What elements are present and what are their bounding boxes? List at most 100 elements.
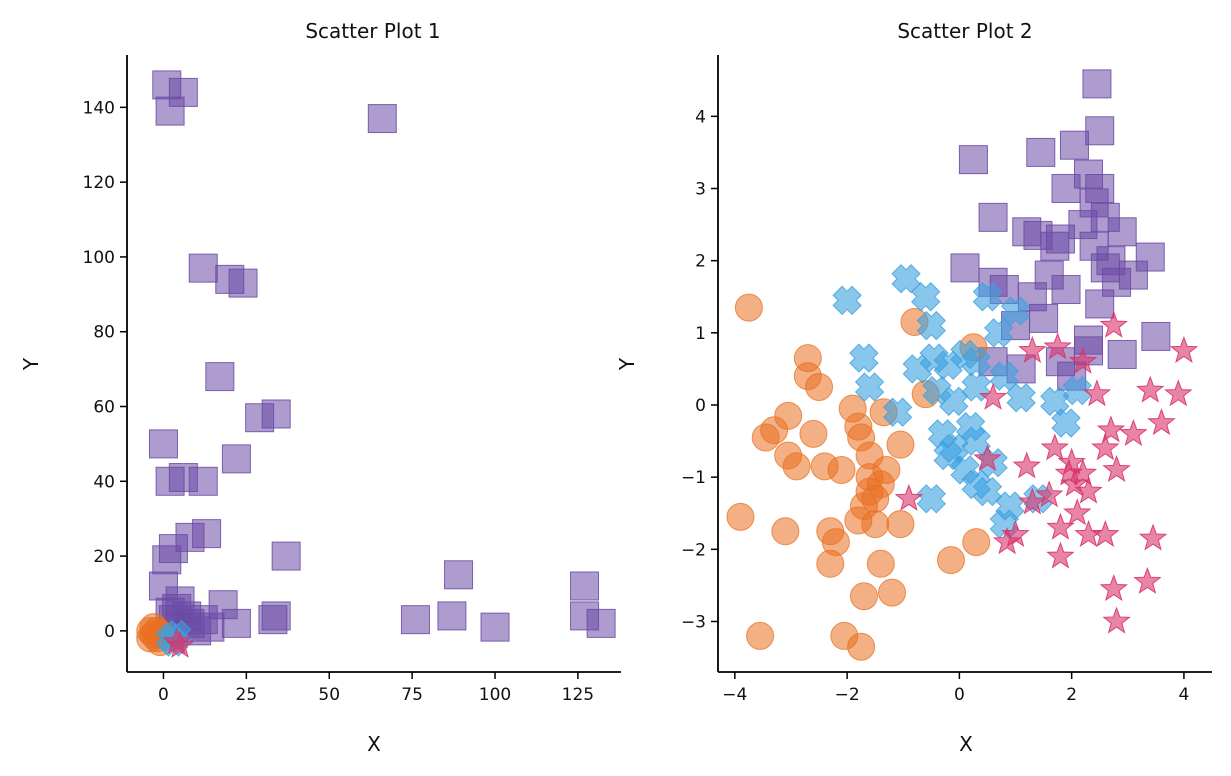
- cross-marker: [955, 411, 986, 442]
- star-marker: [1136, 375, 1165, 403]
- star-marker: [1091, 519, 1120, 547]
- star-marker: [1147, 408, 1176, 436]
- plot-1-y-tick-label: 20: [93, 547, 115, 567]
- cross-marker: [1051, 408, 1081, 438]
- circle-marker: [799, 419, 828, 448]
- plot-1-y-tick-label: 0: [104, 622, 115, 642]
- plot-2-x-tick-label: −4: [722, 685, 747, 705]
- square-marker: [221, 444, 251, 474]
- circle-marker: [936, 546, 965, 575]
- cross-marker: [972, 282, 1003, 312]
- star-marker: [1043, 332, 1072, 360]
- star-marker: [1091, 433, 1120, 461]
- star-marker: [1018, 487, 1047, 515]
- star-marker: [1082, 379, 1112, 407]
- square-marker: [400, 605, 430, 635]
- circle-marker: [805, 372, 834, 401]
- circle-marker: [866, 549, 895, 578]
- cross-marker: [989, 361, 1020, 391]
- cross-marker: [1040, 386, 1070, 417]
- square-marker: [152, 545, 182, 575]
- plot-2-y-tick-label: 1: [695, 324, 706, 344]
- plot-1-y-axis-label: Y: [19, 357, 43, 371]
- star-marker: [894, 483, 924, 511]
- star-marker: [1054, 458, 1084, 486]
- square-marker: [367, 104, 397, 134]
- square-marker: [1029, 303, 1059, 333]
- square-marker: [1040, 231, 1070, 261]
- square-marker: [148, 429, 178, 459]
- plot-1-x-tick-label: 125: [562, 685, 594, 705]
- square-marker: [261, 601, 291, 631]
- plot-2-y-ticks: −3 −2 −1 0 1 2 3 4: [681, 107, 718, 632]
- circle-marker: [726, 502, 755, 531]
- star-marker: [1012, 451, 1041, 479]
- star-marker: [1096, 415, 1126, 443]
- scatter-plot-1: Scatter Plot 1 0 25 50 75 100 125 0 20 40 60 80 10…: [19, 19, 621, 756]
- plot-1-x-ticks: 0 25 50 75 100 125: [158, 672, 594, 705]
- square-marker: [978, 202, 1008, 232]
- plot-2-x-tick-label: 0: [954, 685, 965, 705]
- star-marker: [1102, 606, 1131, 634]
- circle-marker: [886, 510, 915, 539]
- plot-2-y-tick-label: 2: [695, 252, 706, 272]
- square-marker: [188, 253, 218, 283]
- plot-2-x-tick-label: −2: [835, 685, 860, 705]
- circle-marker: [878, 578, 907, 607]
- square-marker: [480, 612, 510, 642]
- cross-marker: [916, 310, 947, 341]
- plot-2-title: Scatter Plot 2: [897, 19, 1032, 43]
- plot-2-markers: [726, 69, 1199, 661]
- plot-1-x-tick-label: 25: [236, 685, 258, 705]
- circle-marker: [771, 517, 800, 546]
- plot-2-x-axis-label: X: [959, 732, 973, 756]
- star-marker: [1018, 335, 1047, 363]
- cross-marker: [933, 440, 963, 471]
- cross-marker: [1000, 296, 1031, 326]
- plot-1-x-tick-label: 0: [158, 685, 169, 705]
- square-marker: [1141, 321, 1171, 351]
- star-marker: [1040, 433, 1070, 461]
- plot-1-y-tick-label: 80: [93, 323, 115, 343]
- circle-marker: [734, 293, 763, 322]
- plot-2-y-axis-label: Y: [615, 357, 639, 371]
- circle-marker: [827, 455, 856, 484]
- plot-2-y-tick-label: 4: [695, 107, 706, 127]
- plot-2-axes: [717, 55, 1212, 673]
- plot-2-y-tick-label: −3: [681, 612, 706, 632]
- cross-marker: [854, 372, 885, 402]
- cross-marker: [882, 397, 913, 427]
- plot-1-x-tick-label: 75: [401, 685, 423, 705]
- square-marker: [437, 601, 467, 631]
- square-marker: [205, 362, 235, 392]
- star-marker: [1046, 541, 1075, 569]
- square-marker: [1082, 69, 1112, 99]
- star-marker: [1119, 418, 1148, 446]
- star-marker: [978, 382, 1008, 410]
- star-marker: [973, 444, 1002, 472]
- cross-marker: [972, 476, 1003, 507]
- plot-2-y-tick-label: −1: [681, 468, 706, 488]
- circle-marker: [855, 463, 884, 492]
- cross-marker: [1006, 383, 1036, 413]
- circle-marker: [751, 423, 780, 452]
- square-marker: [1085, 289, 1115, 319]
- circle-marker: [847, 632, 876, 661]
- square-marker: [586, 608, 616, 638]
- square-marker: [444, 560, 474, 590]
- square-marker: [1085, 116, 1115, 146]
- star-marker: [1138, 523, 1168, 551]
- circle-marker: [849, 582, 878, 611]
- cross-marker: [939, 386, 969, 417]
- star-marker: [1169, 335, 1199, 363]
- circle-marker: [782, 452, 811, 481]
- star-marker: [1164, 379, 1193, 407]
- star-marker: [1133, 566, 1162, 594]
- cross-marker: [832, 285, 862, 316]
- square-marker: [1059, 130, 1089, 160]
- plot-1-y-tick-label: 100: [83, 248, 115, 268]
- cross-marker: [910, 282, 941, 312]
- star-marker: [1074, 476, 1103, 504]
- square-marker: [1051, 275, 1081, 305]
